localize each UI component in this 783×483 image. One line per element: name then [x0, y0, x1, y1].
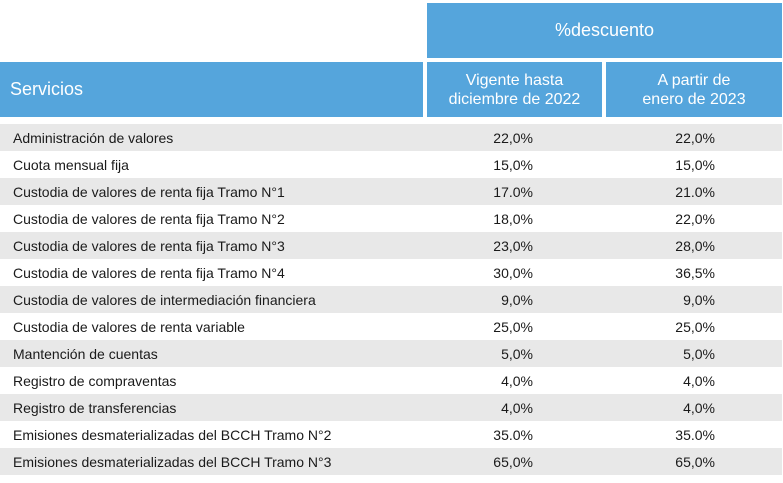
table-row: Custodia de valores de renta fija Tramo …	[0, 205, 782, 232]
service-name-cell: Custodia de valores de renta fija Tramo …	[13, 237, 285, 254]
discount-2022-cell: 5,0%	[501, 345, 533, 362]
table-row: Custodia de valores de renta variable 25,…	[0, 313, 782, 340]
discount-2023-cell: 65,0%	[675, 453, 715, 470]
table-row: Custodia de valores de renta fija Tramo …	[0, 259, 782, 286]
table-row: Custodia de valores de renta fija Tramo …	[0, 178, 782, 205]
service-name-cell: Administración de valores	[13, 129, 174, 146]
discount-2023-cell: 25,0%	[675, 318, 715, 335]
discount-2023-cell: 21.0%	[675, 183, 715, 200]
col2-header-line1: A partir de	[657, 71, 731, 89]
discount-2023-cell: 22,0%	[675, 129, 715, 146]
discount-2022-cell: 4,0%	[501, 399, 533, 416]
discount-2022-cell: 25,0%	[493, 318, 533, 335]
col2-header-text: A partir de enero de 2023	[642, 71, 745, 109]
service-name-cell: Mantención de cuentas	[13, 345, 158, 362]
discount-2022-cell: 15,0%	[493, 156, 533, 173]
discount-2022-cell: 30,0%	[493, 264, 533, 281]
service-name-cell: Registro de compraventas	[13, 372, 177, 389]
discount-2022-cell: 23,0%	[493, 237, 533, 254]
table-row: Cuota mensual fija 15,0% 15,0%	[0, 151, 782, 178]
discount-2022-cell: 18,0%	[493, 210, 533, 227]
service-name-cell: Custodia de valores de renta variable	[13, 318, 245, 335]
discount-2023-cell: 5,0%	[683, 345, 715, 362]
discount-2023-cell: 9,0%	[683, 291, 715, 308]
discount-2023-cell: 35.0%	[675, 426, 715, 443]
service-name-cell: Cuota mensual fija	[13, 156, 129, 173]
table-row: Registro de transferencias 4,0% 4,0%	[0, 394, 782, 421]
discount-2023-cell: 36,5%	[675, 264, 715, 281]
table-row: Administración de valores 22,0% 22,0%	[0, 124, 782, 151]
col1-header-line1: Vigente hasta	[465, 71, 564, 89]
discount-2023-cell: 15,0%	[675, 156, 715, 173]
discount-2023-cell: 28,0%	[675, 237, 715, 254]
discount-2022-cell: 65,0%	[493, 453, 533, 470]
discount-2023-cell: 22,0%	[675, 210, 715, 227]
table-row: Registro de compraventas 4,0% 4,0%	[0, 367, 782, 394]
table-row: Custodia de valores de renta fija Tramo …	[0, 232, 782, 259]
valid-until-dec-2022-header: Vigente hasta diciembre de 2022	[427, 62, 602, 117]
discount-2023-cell: 4,0%	[683, 372, 715, 389]
discount-2023-cell: 4,0%	[683, 399, 715, 416]
service-name-cell: Custodia de valores de intermediación fi…	[13, 291, 316, 308]
discount-2022-cell: 35.0%	[493, 426, 533, 443]
service-name-cell: Emisiones desmaterializadas del BCCH Tra…	[13, 426, 332, 443]
table-row: Mantención de cuentas 5,0% 5,0%	[0, 340, 782, 367]
service-name-cell: Custodia de valores de renta fija Tramo …	[13, 210, 285, 227]
services-header-label: Servicios	[10, 79, 84, 99]
col2-header-line2: enero de 2023	[642, 90, 746, 108]
discount-group-header: %descuento	[427, 3, 782, 58]
col1-header-line2: diciembre de 2022	[448, 90, 581, 108]
discount-table-body: Administración de valores 22,0% 22,0% Cuota…	[0, 124, 782, 475]
from-jan-2023-header: A partir de enero de 2023	[606, 62, 782, 117]
service-name-cell: Emisiones desmaterializadas del BCCH Tra…	[13, 453, 332, 470]
table-row: Emisiones desmaterializadas del BCCH Tra…	[0, 448, 782, 475]
discount-2022-cell: 22,0%	[493, 129, 533, 146]
table-row: Emisiones desmaterializadas del BCCH Tra…	[0, 421, 782, 448]
discount-group-label: %descuento	[554, 20, 655, 40]
discount-2022-cell: 4,0%	[501, 372, 533, 389]
discount-2022-cell: 9,0%	[501, 291, 533, 308]
service-name-cell: Custodia de valores de renta fija Tramo …	[13, 264, 285, 281]
table-row: Custodia de valores de intermediación fi…	[0, 286, 782, 313]
services-column-header: Servicios	[0, 62, 423, 117]
service-name-cell: Registro de transferencias	[13, 399, 177, 416]
service-name-cell: Custodia de valores de renta fija Tramo …	[13, 183, 285, 200]
col1-header-text: Vigente hasta diciembre de 2022	[449, 71, 581, 109]
discount-2022-cell: 17.0%	[493, 183, 533, 200]
